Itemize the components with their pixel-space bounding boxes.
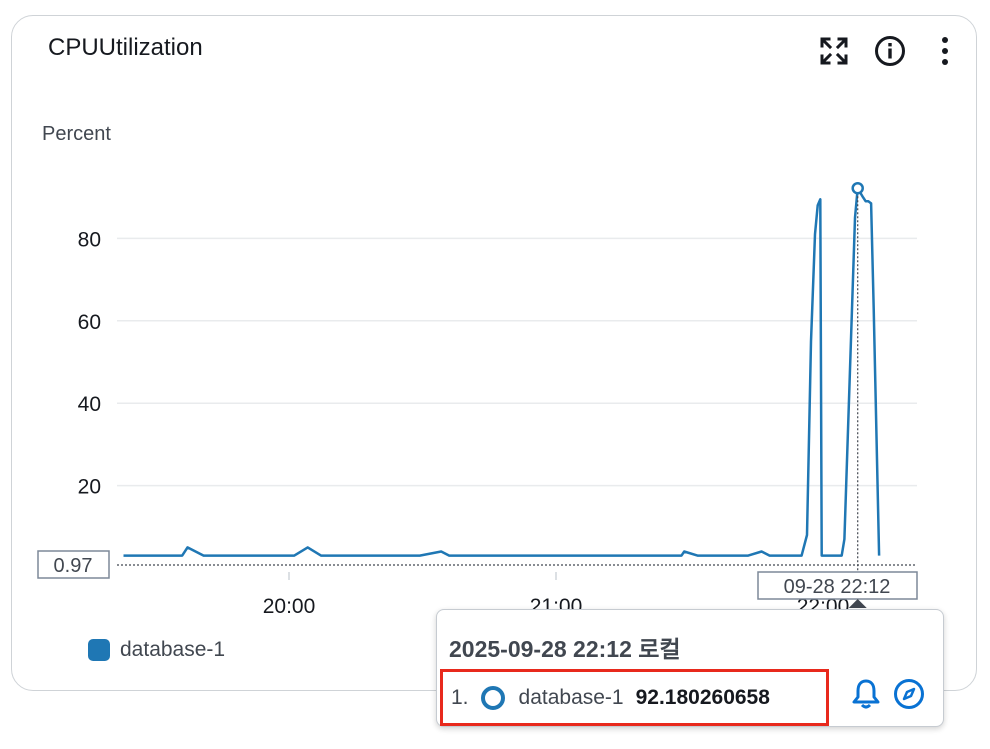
- tooltip-series-name: database-1: [518, 685, 624, 709]
- y-tick-label: 60: [78, 311, 101, 334]
- bell-icon[interactable]: [848, 676, 884, 712]
- hover-x-label-box: [757, 571, 918, 600]
- threshold-label-box: [37, 550, 110, 579]
- info-icon[interactable]: [873, 34, 907, 68]
- hover-caret: [848, 599, 867, 608]
- y-axis-label: Percent: [42, 123, 111, 145]
- legend-label: database-1: [120, 638, 226, 661]
- y-tick-label: 20: [78, 476, 101, 499]
- series-line-database-1: [123, 186, 881, 557]
- compass-icon[interactable]: [891, 676, 927, 712]
- legend-swatch: [88, 639, 110, 661]
- tooltip-popover: 2025-09-28 22:12 로컬 1. database-1 92.180…: [436, 609, 944, 727]
- y-tick-label: 80: [78, 228, 101, 251]
- hover-point: [851, 181, 864, 195]
- widget-title: CPUUtilization: [48, 34, 203, 61]
- x-tick-label: 20:00: [263, 595, 316, 618]
- series-marker-icon: [480, 685, 505, 710]
- more-vertical-icon[interactable]: [928, 34, 962, 68]
- legend[interactable]: database-1: [88, 638, 225, 662]
- tooltip-index: 1.: [451, 685, 469, 709]
- threshold-label: 0.97: [54, 555, 93, 577]
- tooltip-row: 1. database-1 92.180260658: [440, 669, 829, 726]
- tooltip-value: 92.180260658: [635, 685, 770, 709]
- expand-icon[interactable]: [817, 34, 851, 68]
- hover-x-label: 09-28 22:12: [784, 576, 891, 598]
- tooltip-timestamp: 2025-09-28 22:12 로컬: [449, 636, 681, 662]
- y-tick-label: 40: [78, 393, 101, 416]
